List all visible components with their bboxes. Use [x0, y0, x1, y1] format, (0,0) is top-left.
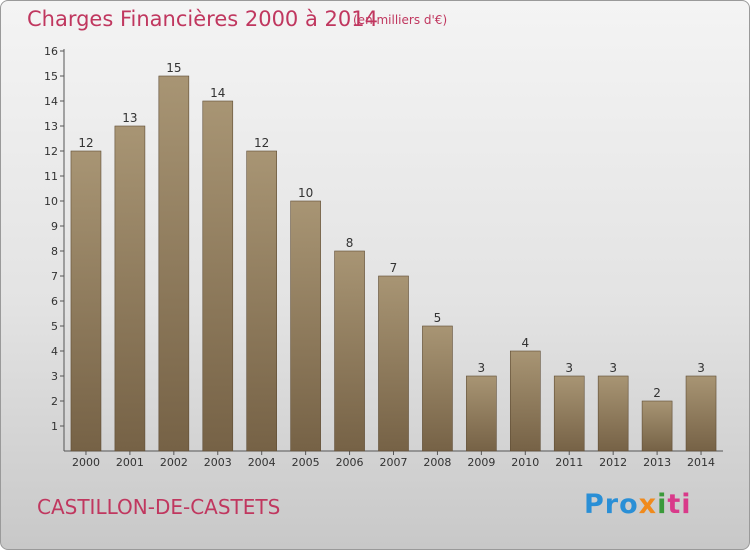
bar	[466, 375, 497, 452]
y-tick-label: 11	[44, 170, 58, 183]
data-label: 3	[697, 361, 705, 375]
y-tick-label: 12	[44, 145, 58, 158]
x-tick-label: 2001	[116, 456, 144, 469]
bar	[378, 275, 409, 452]
x-tick-label: 2007	[380, 456, 408, 469]
data-label: 13	[122, 111, 137, 125]
chart-subtitle: (en milliers d'€)	[353, 13, 448, 27]
data-label: 2	[653, 386, 661, 400]
y-tick-label: 13	[44, 120, 58, 133]
data-label: 7	[390, 261, 398, 275]
bar	[553, 375, 585, 452]
data-label: 12	[254, 136, 269, 150]
x-tick-label: 2010	[511, 456, 539, 469]
y-tick-label: 5	[51, 320, 58, 333]
y-tick-label: 9	[51, 220, 58, 233]
x-tick-label: 2008	[423, 456, 451, 469]
y-tick-label: 14	[44, 95, 58, 108]
data-label: 5	[434, 311, 442, 325]
logo-part: i	[657, 489, 668, 520]
data-label: 15	[166, 61, 181, 75]
bar	[290, 200, 321, 452]
proxiti-logo: Proxiti	[584, 489, 692, 520]
y-tick-label: 6	[51, 295, 58, 308]
x-tick-label: 2009	[467, 456, 495, 469]
logo-part: Pro	[584, 489, 639, 520]
bar	[685, 375, 717, 452]
bar	[597, 375, 629, 452]
y-tick-label: 1	[51, 420, 58, 433]
x-tick-label: 2011	[555, 456, 583, 469]
data-label: 3	[609, 361, 617, 375]
x-tick-label: 2014	[687, 456, 715, 469]
bar	[334, 250, 365, 452]
logo-part: x	[638, 489, 658, 520]
data-label: 14	[210, 86, 225, 100]
x-tick-label: 2000	[72, 456, 100, 469]
chart-title: Charges Financières 2000 à 2014	[27, 7, 378, 31]
x-tick-label: 2013	[643, 456, 671, 469]
y-tick-label: 8	[51, 245, 58, 258]
y-tick-label: 4	[51, 345, 58, 358]
y-tick-label: 2	[51, 395, 58, 408]
y-tick-label: 7	[51, 270, 58, 283]
x-tick-label: 2002	[160, 456, 188, 469]
y-tick-label: 10	[44, 195, 58, 208]
bar	[422, 325, 453, 452]
x-tick-label: 2012	[599, 456, 627, 469]
bar	[114, 125, 146, 452]
commune-name: CASTILLON-DE-CASTETS	[37, 495, 281, 519]
data-label: 3	[478, 361, 486, 375]
x-tick-label: 2003	[204, 456, 232, 469]
y-tick-label: 16	[44, 45, 58, 58]
x-tick-label: 2005	[292, 456, 320, 469]
y-tick-label: 3	[51, 370, 58, 383]
data-label: 10	[298, 186, 313, 200]
bar	[158, 75, 190, 452]
bar	[246, 150, 277, 452]
data-label: 12	[78, 136, 93, 150]
y-tick-label: 15	[44, 70, 58, 83]
logo-part: ti	[667, 489, 692, 520]
bar	[641, 400, 673, 452]
data-label: 3	[565, 361, 573, 375]
data-label: 8	[346, 236, 354, 250]
x-tick-label: 2006	[336, 456, 364, 469]
bar	[509, 350, 541, 452]
data-label: 4	[521, 336, 529, 350]
bar	[202, 100, 234, 452]
bar	[70, 150, 102, 452]
x-tick-label: 2004	[248, 456, 276, 469]
